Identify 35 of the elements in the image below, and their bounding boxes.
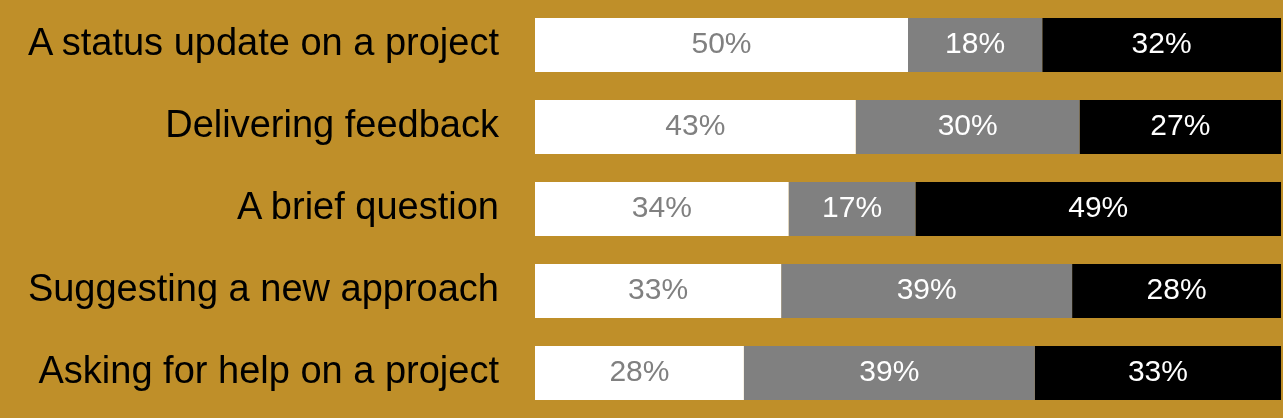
bar [788,181,916,237]
y-tick-label: Asking for help on a project [38,349,500,392]
y-tick-label: A status update on a project [27,21,500,64]
bar [1034,345,1281,401]
data-label: 33% [1127,354,1188,388]
bar [781,263,1073,319]
data-label: 30% [937,108,998,142]
y-tick-label: A brief question [237,185,499,228]
data-label: 49% [1068,190,1129,224]
bar [535,263,782,319]
y-tick-label: Suggesting a new approach [27,267,499,310]
data-label: 34% [631,190,692,224]
data-label: 28% [1146,272,1207,306]
data-label: 50% [691,26,752,60]
bar [908,17,1043,73]
bar [1072,263,1281,319]
data-label: 39% [859,354,920,388]
data-label: 33% [628,272,689,306]
bar [915,181,1281,237]
bar [535,99,856,155]
data-label: 27% [1150,108,1211,142]
data-label: 32% [1131,26,1192,60]
bar [535,17,908,73]
data-label: 17% [822,190,883,224]
bar [535,345,744,401]
data-label: 18% [945,26,1006,60]
data-label: 28% [609,354,670,388]
bar [1042,17,1281,73]
bar [1079,99,1281,155]
bar [535,181,789,237]
y-tick-label: Delivering feedback [165,103,500,146]
bar [743,345,1035,401]
bar [855,99,1080,155]
data-label: 39% [896,272,957,306]
data-label: 43% [665,108,726,142]
